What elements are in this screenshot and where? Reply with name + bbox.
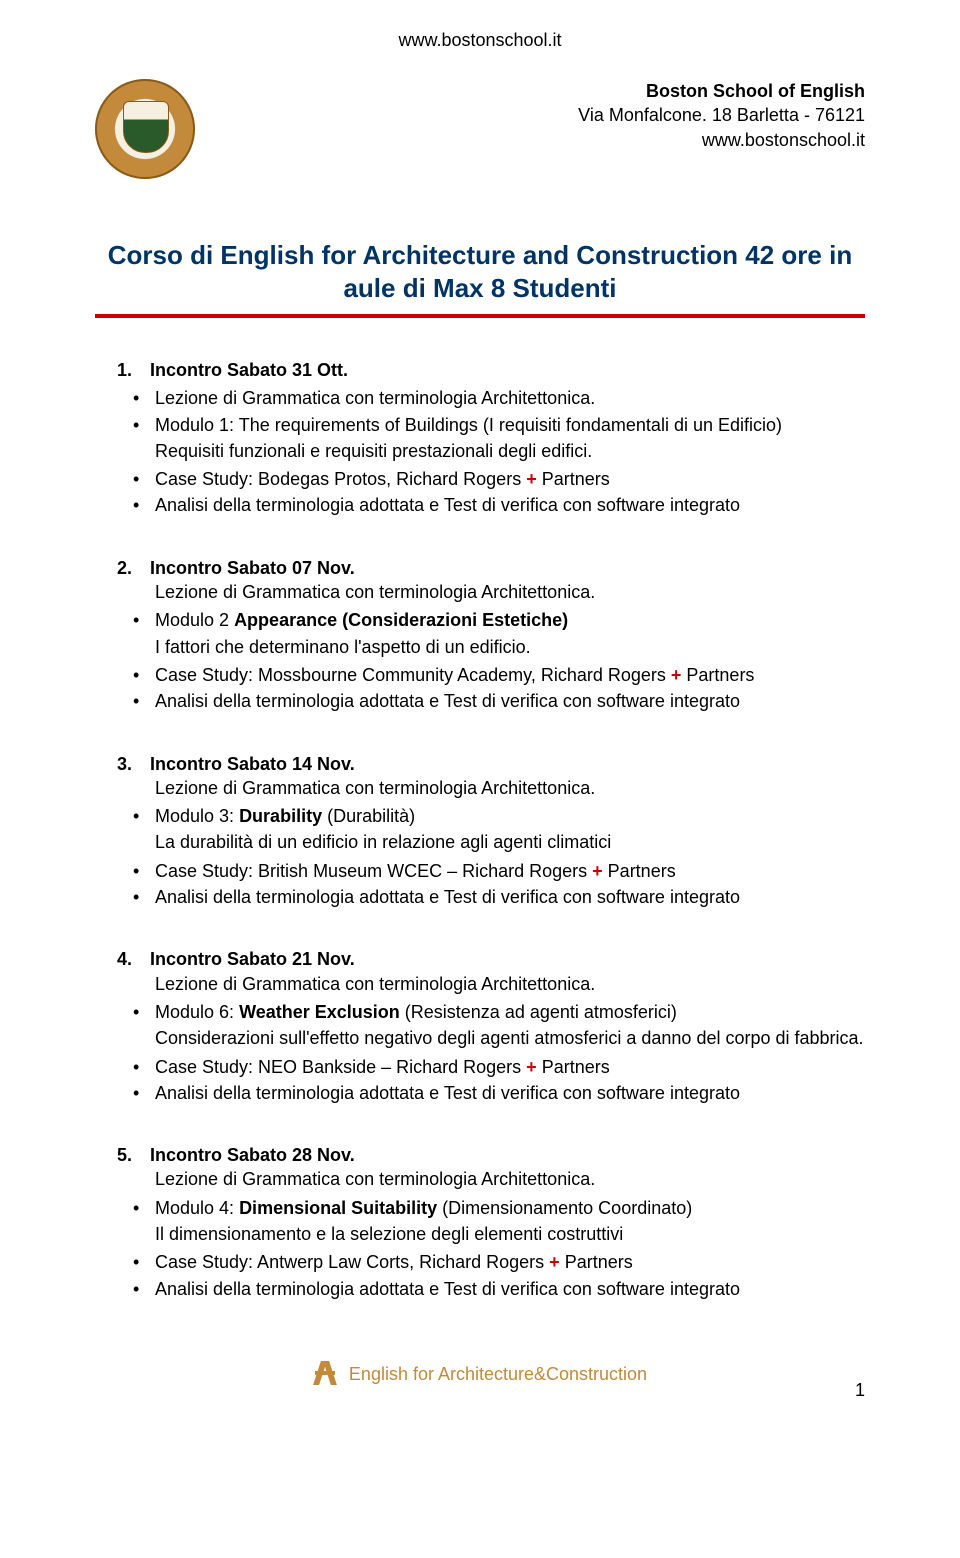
module-pre: Modulo 2: [155, 610, 234, 630]
plus-icon: +: [671, 665, 682, 685]
case-study-prefix: Case Study: British Museum WCEC – Richar…: [155, 861, 592, 881]
section-title-text: Incontro Sabato 28 Nov.: [150, 1145, 355, 1165]
address-line: Via Monfalcone. 18 Barletta - 76121: [578, 103, 865, 127]
module-continuation: Considerazioni sull'effetto negativo deg…: [155, 1026, 865, 1050]
module-pre: Modulo 6:: [155, 1002, 239, 1022]
list-item: Analisi della terminologia adottata e Te…: [95, 885, 865, 909]
bullet-list: Modulo 3: Durability (Durabilità): [95, 804, 865, 828]
section-4: 4. Incontro Sabato 21 Nov. Lezione di Gra…: [95, 947, 865, 1105]
list-item: Modulo 2 Appearance (Considerazioni Este…: [95, 608, 865, 632]
case-study-prefix: Case Study: Antwerp Law Corts, Richard R…: [155, 1252, 549, 1272]
section-number: 4.: [117, 949, 132, 969]
title-line-2: aule di Max 8 Studenti: [95, 272, 865, 305]
section-title-text: Incontro Sabato 07 Nov.: [150, 558, 355, 578]
list-item: Modulo 1: The requirements of Buildings …: [95, 413, 865, 437]
case-study-prefix: Case Study: NEO Bankside – Richard Roger…: [155, 1057, 526, 1077]
lezione-line: Lezione di Grammatica con terminologia A…: [155, 1167, 865, 1191]
module-line: Modulo 1: The requirements of Buildings …: [155, 415, 782, 435]
list-item: Case Study: Bodegas Protos, Richard Roge…: [95, 467, 865, 491]
section-heading: 2. Incontro Sabato 07 Nov.: [117, 556, 865, 580]
case-study-prefix: Case Study: Mossbourne Community Academy…: [155, 665, 671, 685]
section-2: 2. Incontro Sabato 07 Nov. Lezione di Gra…: [95, 556, 865, 714]
plus-icon: +: [526, 1057, 537, 1077]
section-heading: 3. Incontro Sabato 14 Nov.: [117, 752, 865, 776]
module-continuation: Il dimensionamento e la selezione degli …: [155, 1222, 865, 1246]
list-item: Modulo 6: Weather Exclusion (Resistenza …: [95, 1000, 865, 1024]
section-1: 1. Incontro Sabato 31 Ott. Lezione di Gra…: [95, 358, 865, 518]
plus-icon: +: [549, 1252, 560, 1272]
section-number: 3.: [117, 754, 132, 774]
case-study-suffix: Partners: [603, 861, 676, 881]
section-5: 5. Incontro Sabato 28 Nov. Lezione di Gra…: [95, 1143, 865, 1301]
bullet-list: Case Study: Antwerp Law Corts, Richard R…: [95, 1250, 865, 1301]
org-name: Boston School of English: [578, 79, 865, 103]
page-footer: English for Architecture&Construction 1: [95, 1361, 865, 1401]
list-item: Case Study: Antwerp Law Corts, Richard R…: [95, 1250, 865, 1274]
section-number: 2.: [117, 558, 132, 578]
module-continuation: I fattori che determinano l'aspetto di u…: [155, 635, 865, 659]
section-number: 1.: [117, 360, 132, 380]
section-heading: 5. Incontro Sabato 28 Nov.: [117, 1143, 865, 1167]
case-study-suffix: Partners: [537, 1057, 610, 1077]
case-study-suffix: Partners: [560, 1252, 633, 1272]
section-heading: 1. Incontro Sabato 31 Ott.: [117, 358, 865, 382]
case-study-prefix: Case Study: Bodegas Protos, Richard Roge…: [155, 469, 526, 489]
org-url: www.bostonschool.it: [578, 128, 865, 152]
section-heading: 4. Incontro Sabato 21 Nov.: [117, 947, 865, 971]
list-item: Case Study: British Museum WCEC – Richar…: [95, 859, 865, 883]
footer-center: English for Architecture&Construction: [95, 1361, 865, 1389]
list-item: Case Study: NEO Bankside – Richard Roger…: [95, 1055, 865, 1079]
school-logo: [95, 79, 195, 179]
bullet-list: Lezione di Grammatica con terminologia A…: [95, 386, 865, 437]
case-study-suffix: Partners: [681, 665, 754, 685]
module-post: (Durabilità): [322, 806, 415, 826]
footer-text: English for Architecture&Construction: [349, 1364, 647, 1384]
header-url: www.bostonschool.it: [95, 30, 865, 51]
module-pre: Modulo 4:: [155, 1198, 239, 1218]
address-block: Boston School of English Via Monfalcone.…: [578, 79, 865, 152]
lezione-line: Lezione di Grammatica con terminologia A…: [155, 972, 865, 996]
list-item: Analisi della terminologia adottata e Te…: [95, 1081, 865, 1105]
course-title: Corso di English for Architecture and Co…: [95, 239, 865, 304]
module-bold: Weather Exclusion: [239, 1002, 400, 1022]
module-continuation: Requisiti funzionali e requisiti prestaz…: [155, 439, 865, 463]
bullet-list: Case Study: Mossbourne Community Academy…: [95, 663, 865, 714]
bullet-list: Case Study: British Museum WCEC – Richar…: [95, 859, 865, 910]
section-title-text: Incontro Sabato 14 Nov.: [150, 754, 355, 774]
bullet-list: Modulo 4: Dimensional Suitability (Dimen…: [95, 1196, 865, 1220]
section-number: 5.: [117, 1145, 132, 1165]
module-post: (Resistenza ad agenti atmosferici): [400, 1002, 677, 1022]
lezione-line: Lezione di Grammatica con terminologia A…: [155, 776, 865, 800]
module-bold: Dimensional Suitability: [239, 1198, 437, 1218]
section-3: 3. Incontro Sabato 14 Nov. Lezione di Gra…: [95, 752, 865, 910]
list-item: Analisi della terminologia adottata e Te…: [95, 493, 865, 517]
module-continuation: La durabilità di un edificio in relazion…: [155, 830, 865, 854]
module-bold: Appearance (Considerazioni Estetiche): [234, 610, 568, 630]
section-title-text: Incontro Sabato 21 Nov.: [150, 949, 355, 969]
bullet-list: Case Study: Bodegas Protos, Richard Roge…: [95, 467, 865, 518]
bullet-list: Modulo 6: Weather Exclusion (Resistenza …: [95, 1000, 865, 1024]
lezione-line: Lezione di Grammatica con terminologia A…: [155, 580, 865, 604]
section-title-text: Incontro Sabato 31 Ott.: [150, 360, 348, 380]
title-line-1: Corso di English for Architecture and Co…: [95, 239, 865, 272]
list-item: Case Study: Mossbourne Community Academy…: [95, 663, 865, 687]
letterhead: Boston School of English Via Monfalcone.…: [95, 79, 865, 179]
footer-logo-icon: [313, 1361, 337, 1389]
module-pre: Modulo 3:: [155, 806, 239, 826]
list-item: Lezione di Grammatica con terminologia A…: [95, 386, 865, 410]
plus-icon: +: [526, 469, 537, 489]
plus-icon: +: [592, 861, 603, 881]
case-study-suffix: Partners: [537, 469, 610, 489]
title-rule: [95, 314, 865, 318]
module-bold: Durability: [239, 806, 322, 826]
page-number: 1: [855, 1380, 865, 1401]
page: www.bostonschool.it Boston School of Eng…: [0, 0, 960, 1431]
module-post: (Dimensionamento Coordinato): [437, 1198, 692, 1218]
list-item: Modulo 4: Dimensional Suitability (Dimen…: [95, 1196, 865, 1220]
bullet-list: Modulo 2 Appearance (Considerazioni Este…: [95, 608, 865, 632]
list-item: Modulo 3: Durability (Durabilità): [95, 804, 865, 828]
list-item: Analisi della terminologia adottata e Te…: [95, 689, 865, 713]
bullet-list: Case Study: NEO Bankside – Richard Roger…: [95, 1055, 865, 1106]
list-item: Analisi della terminologia adottata e Te…: [95, 1277, 865, 1301]
